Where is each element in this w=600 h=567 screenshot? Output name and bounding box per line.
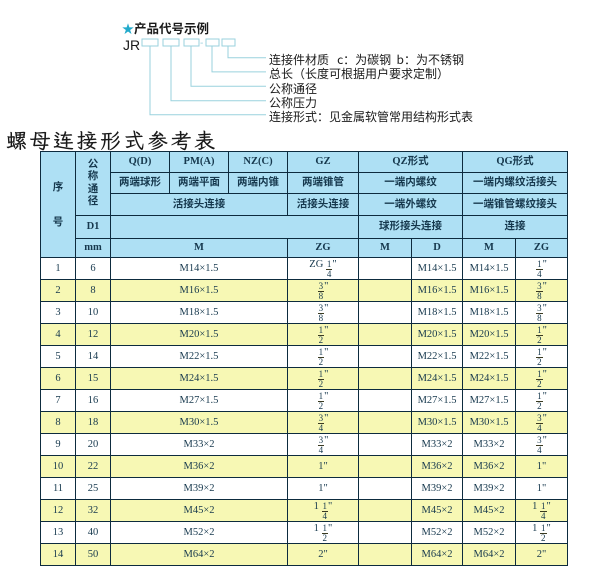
svg-text:-: - bbox=[200, 38, 203, 49]
